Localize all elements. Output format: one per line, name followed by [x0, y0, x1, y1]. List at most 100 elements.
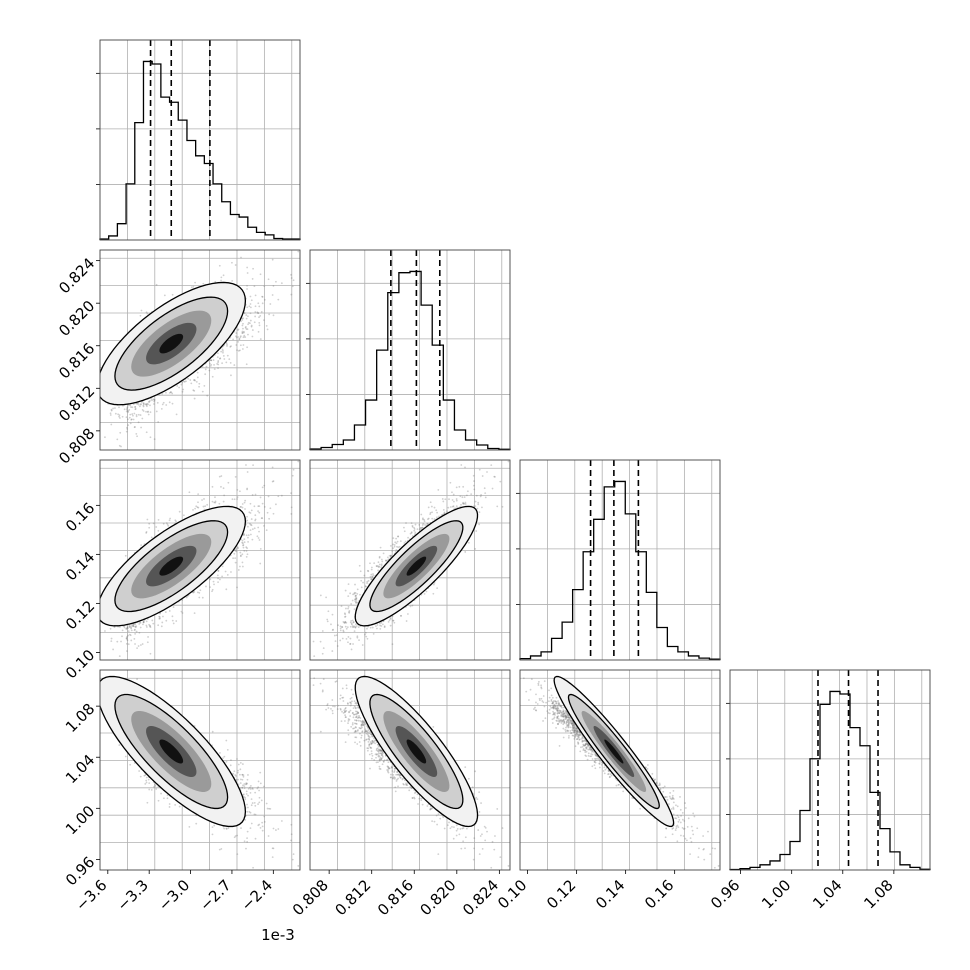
sample-point [246, 288, 248, 290]
sample-point [210, 363, 213, 366]
sample-point [137, 413, 140, 416]
sample-point [142, 410, 145, 412]
sample-point [259, 562, 262, 565]
sample-point [187, 377, 190, 380]
sample-point [247, 333, 249, 336]
sample-point [248, 305, 251, 308]
sample-point [197, 501, 199, 504]
sample-point [130, 639, 133, 642]
sample-point [201, 390, 204, 393]
sample-point [139, 403, 142, 406]
panel-frame [309, 249, 511, 451]
sample-point [198, 382, 201, 385]
sample-point [239, 551, 242, 554]
sample-point [244, 325, 247, 328]
sample-point [165, 619, 168, 622]
sample-point [127, 411, 130, 413]
sample-point [208, 369, 211, 372]
sample-point [126, 627, 129, 630]
sample-point [236, 349, 238, 352]
sample-point [220, 279, 222, 282]
panel-frame [99, 249, 301, 451]
sample-point [131, 406, 134, 409]
sample-point [272, 480, 275, 482]
sample-point [257, 330, 260, 333]
sample-point [250, 324, 253, 327]
sample-point [242, 331, 245, 334]
sample-point [139, 414, 142, 416]
sample-point [238, 338, 241, 341]
sample-point [114, 407, 116, 409]
sample-point [162, 522, 165, 525]
sample-point [290, 277, 293, 279]
sample-point [254, 493, 257, 496]
sample-point [291, 285, 294, 288]
sample-point [271, 294, 274, 296]
sample-point [189, 379, 192, 381]
sample-point [148, 401, 150, 403]
panel-bg [100, 40, 300, 240]
sample-point [162, 615, 164, 618]
sample-point [249, 319, 252, 322]
sample-point [247, 321, 250, 324]
sample-point [250, 325, 253, 328]
sample-point [125, 642, 128, 645]
sample-point [233, 498, 236, 501]
sample-point [243, 541, 246, 544]
sample-point [134, 628, 136, 631]
sample-point [133, 629, 136, 631]
sample-point [219, 578, 221, 581]
sample-point [181, 390, 184, 393]
sample-point [149, 404, 151, 407]
sample-point [225, 342, 228, 345]
sample-point [132, 625, 135, 628]
sample-point [155, 283, 158, 286]
hist-panel-0 [96, 39, 301, 241]
panel-content [100, 460, 300, 660]
sample-point [217, 361, 219, 364]
grid [516, 460, 720, 660]
sample-point [209, 362, 211, 365]
sample-point [178, 510, 181, 513]
sample-point [147, 403, 149, 406]
sample-point [220, 475, 223, 477]
sample-point [258, 316, 260, 319]
sample-point [151, 619, 154, 622]
sample-point [242, 546, 245, 549]
sample-point [171, 392, 174, 395]
sample-point [183, 380, 186, 383]
sample-point [178, 386, 180, 389]
sample-point [134, 626, 137, 629]
sample-point [236, 329, 239, 332]
panel-content [100, 250, 300, 450]
sample-point [241, 319, 244, 321]
sample-point [235, 336, 238, 339]
sample-point [153, 398, 156, 401]
sample-point [132, 403, 135, 406]
sample-point [242, 317, 245, 320]
sample-point [149, 411, 152, 414]
sample-point [142, 404, 145, 407]
sample-point [234, 549, 237, 552]
sample-point [211, 375, 214, 378]
sample-point [239, 336, 242, 339]
sample-point [226, 345, 228, 347]
sample-point [242, 336, 245, 339]
sample-point [145, 404, 148, 406]
sample-point [226, 354, 229, 357]
sample-point [214, 280, 217, 283]
sample-point [268, 313, 271, 316]
sample-point [290, 273, 292, 276]
sample-point [119, 431, 122, 434]
sample-point [245, 317, 248, 320]
sample-point [258, 322, 261, 324]
sample-point [216, 352, 219, 355]
sample-point [257, 312, 260, 315]
sample-point [196, 376, 199, 379]
sample-point [136, 435, 138, 438]
sample-point [241, 331, 244, 334]
sample-point [246, 346, 249, 349]
sample-point [250, 299, 253, 302]
sample-point [259, 314, 262, 317]
sample-point [230, 345, 232, 348]
